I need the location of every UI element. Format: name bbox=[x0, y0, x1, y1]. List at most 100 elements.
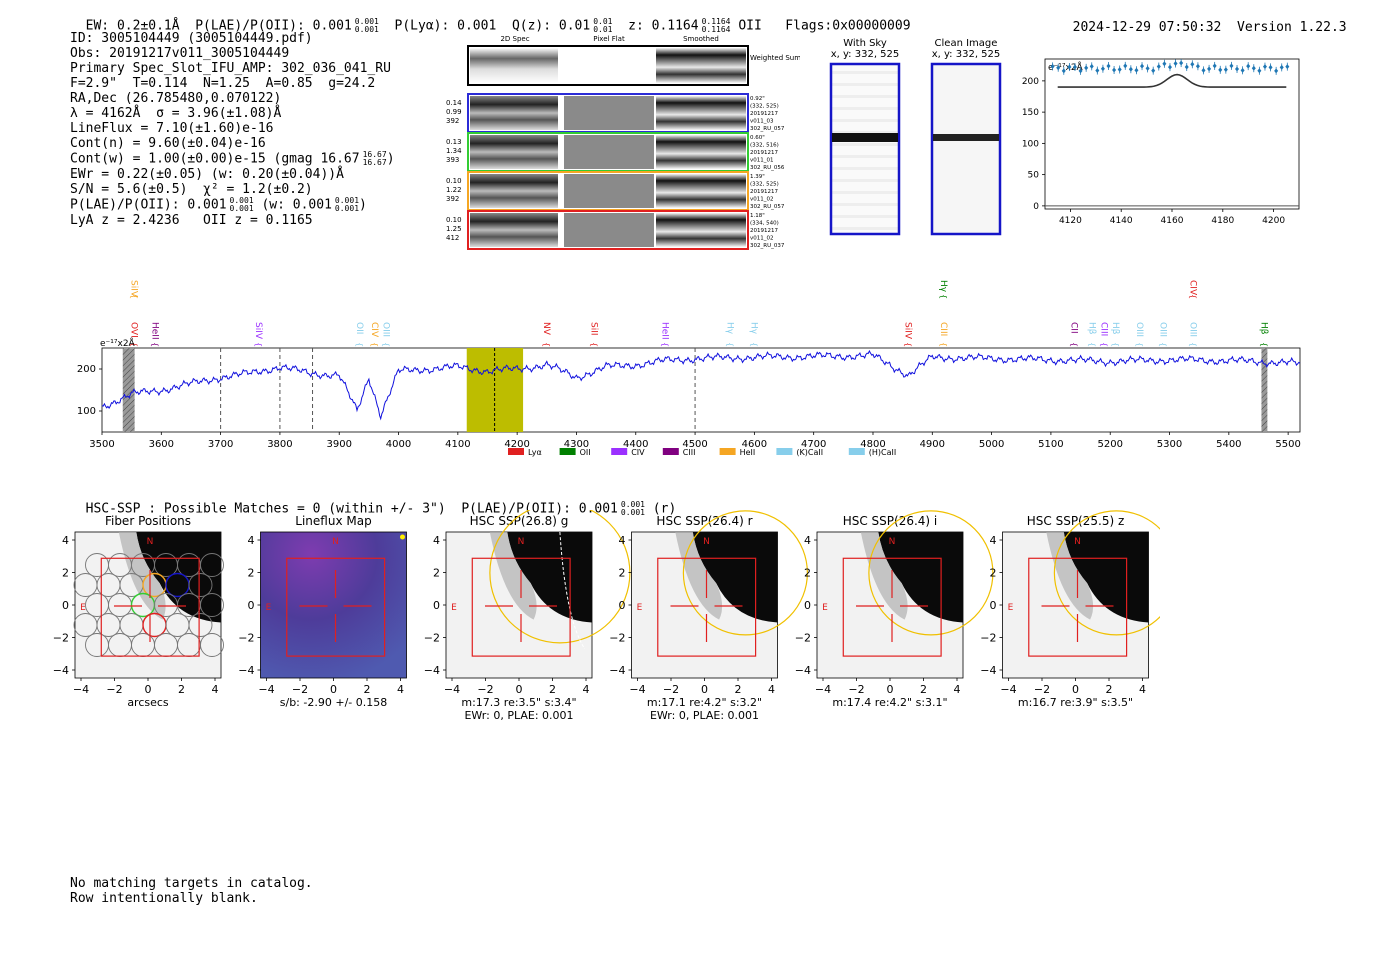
compass-north: N bbox=[518, 537, 525, 547]
spectrum-ylabel: e⁻¹⁷x2Å bbox=[100, 337, 136, 349]
spectrum-ytick-label: 100 bbox=[77, 406, 96, 417]
zoom-ytick-label: 150 bbox=[1022, 108, 1039, 118]
zoom-data-point bbox=[1095, 68, 1100, 74]
info-plae-w-sup: 0.001 bbox=[334, 196, 360, 205]
search-box bbox=[842, 557, 942, 657]
weighted-sum-2d bbox=[470, 48, 558, 83]
compass-east: E bbox=[822, 603, 828, 613]
hsc-ytick-label: 4 bbox=[433, 534, 440, 547]
spectrum-line-label: SiIV bbox=[903, 322, 913, 340]
spectrum-line-label: HeII bbox=[149, 322, 159, 340]
zoom-data-point bbox=[1285, 64, 1290, 70]
hsc-xtick-label: 2 bbox=[364, 683, 371, 696]
spectrum-line-label: CIII bbox=[1098, 322, 1108, 336]
hsc-caption: m:16.7 re:3.9" s:3.5" bbox=[1018, 696, 1133, 709]
hsc-ytick-label: 4 bbox=[990, 534, 997, 547]
zoom-data-point bbox=[1179, 60, 1184, 66]
cutout-smoothed bbox=[656, 174, 746, 208]
zoom-data-point bbox=[1218, 67, 1223, 73]
fiber-circle bbox=[188, 613, 213, 637]
hsc-panel: HSC SSP(25.5) z N E 4 2 0 −2 −4 −4 −2 0 2 4 m:16.7 re… bbox=[980, 510, 1160, 709]
cutout-pixel-flat bbox=[564, 135, 654, 169]
cutout-right-meta: 20191217 bbox=[750, 189, 778, 195]
zoom-plot-frame bbox=[1044, 58, 1300, 210]
spectrum-plot-frame bbox=[101, 347, 1301, 433]
search-box bbox=[286, 557, 386, 657]
hsc-title-band: (r) bbox=[652, 501, 677, 517]
spectrum-line-brace: { bbox=[749, 342, 758, 347]
with-sky-coords: x, y: 332, 525 bbox=[830, 49, 900, 60]
zoom-data-point bbox=[1201, 67, 1206, 73]
hsc-caption: s/b: -2.90 +/- 0.158 bbox=[280, 696, 387, 709]
fiber-circle bbox=[200, 593, 224, 617]
spectrum-xtick-label: 3900 bbox=[327, 439, 352, 450]
zoom-ytick-label: 50 bbox=[1028, 171, 1040, 181]
zoom-data-point bbox=[1145, 65, 1150, 71]
lineflux-map-image bbox=[260, 531, 407, 679]
spectrum-line-brace: { bbox=[254, 342, 263, 347]
galaxy-blob bbox=[507, 532, 592, 623]
spectrum-line-label: SiIV bbox=[129, 280, 139, 298]
legend-label: (H)CaII bbox=[869, 448, 896, 457]
zoom-ytick-label: 0 bbox=[1033, 202, 1039, 212]
cutout-left-stat: 1.22 bbox=[446, 186, 462, 194]
cutout-right-meta: v011_03 bbox=[750, 119, 774, 125]
hsc-ytick-label: −2 bbox=[53, 632, 69, 645]
hsc-caption: m:17.1 re:4.2" s:3.2" bbox=[647, 696, 762, 709]
hsc-xtick-label: −4 bbox=[629, 683, 645, 696]
zoom-data-point bbox=[1072, 64, 1077, 70]
spectrum-xtick-label: 4900 bbox=[920, 439, 945, 450]
cutout-smoothed bbox=[656, 213, 746, 247]
galaxy-halo bbox=[860, 532, 908, 620]
hsc-ytick-label: 2 bbox=[619, 567, 626, 580]
compass-east: E bbox=[451, 603, 457, 613]
legend-swatch bbox=[559, 448, 576, 455]
zoom-xtick-label: 4140 bbox=[1110, 216, 1133, 226]
spectrum-line-brace: { bbox=[589, 342, 598, 347]
cutout-left-stat: 0.13 bbox=[446, 138, 462, 146]
info-cont-n: Cont(n) = 9.60(±0.04)e-16 bbox=[70, 136, 266, 151]
spectrum-line-brace: { bbox=[904, 342, 913, 347]
zoom-data-point bbox=[1156, 64, 1161, 70]
zoom-data-point bbox=[1061, 68, 1066, 74]
spectrum-xtick-label: 4700 bbox=[801, 439, 826, 450]
hsc-xtick-label: 4 bbox=[212, 683, 219, 696]
hsc-ytick-label: 0 bbox=[804, 599, 811, 612]
fiber-circle bbox=[200, 553, 224, 577]
hsc-ytick-label: −4 bbox=[609, 664, 625, 677]
hsc-panel: HSC SSP(26.4) i N E 4 2 0 −2 −4 −4 −2 0 2 4 m:17.4 re… bbox=[795, 510, 994, 709]
hsc-ytick-label: 2 bbox=[804, 567, 811, 580]
weighted-sum-label: Weighted Sum bbox=[750, 54, 800, 62]
zoom-data-point bbox=[1050, 63, 1055, 69]
header-plae-sup: 0.001 bbox=[354, 17, 379, 26]
spectrum-line-brace: { bbox=[1070, 342, 1079, 347]
spectrum-xtick-label: 4800 bbox=[860, 439, 885, 450]
legend-swatch bbox=[848, 448, 865, 455]
hsc-ytick-label: −4 bbox=[424, 664, 440, 677]
cutout-left-stat: 0.14 bbox=[446, 99, 462, 107]
clean-image-title-text: Clean Image bbox=[934, 38, 998, 49]
header-flags: Flags:0x00000009 bbox=[785, 18, 911, 34]
spectrum-line-brace: { bbox=[370, 342, 379, 347]
zoom-data-point bbox=[1279, 64, 1284, 70]
hsc-xtick-label: 4 bbox=[583, 683, 590, 696]
header-plya: P(Lyα): 0.001 bbox=[394, 18, 497, 34]
galaxy-halo bbox=[675, 532, 723, 620]
cutout-right-meta: 20191217 bbox=[750, 111, 778, 117]
spectrum-line-brace: { bbox=[1159, 342, 1168, 347]
search-box bbox=[1028, 557, 1128, 657]
zoom-data-point bbox=[1167, 64, 1172, 70]
hsc-title-sub: 0.001 bbox=[620, 508, 645, 517]
zoom-data-point bbox=[1207, 66, 1212, 72]
spectrum-line-brace: { bbox=[1111, 342, 1120, 347]
zoom-fit-curve bbox=[1057, 73, 1287, 88]
hsc-caption: arcsecs bbox=[127, 696, 169, 709]
hsc-ytick-label: 4 bbox=[248, 534, 255, 547]
spectrum-xtick-label: 4400 bbox=[623, 439, 648, 450]
zoom-data-point bbox=[1100, 66, 1105, 72]
compass-east: E bbox=[266, 603, 272, 613]
header-bar: EW: 0.2±0.1Å P(LAE)/P(OII): 0.001 0.001 0.… bbox=[70, 3, 911, 34]
spectrum-line-brace: { bbox=[542, 342, 551, 347]
cutout-2d-spec bbox=[470, 96, 558, 130]
